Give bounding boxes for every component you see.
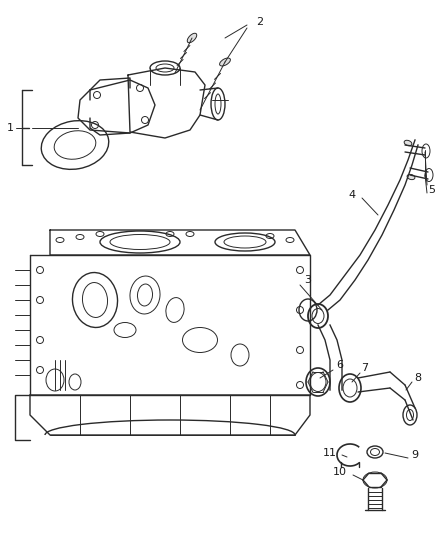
Text: 3: 3 [304,275,311,285]
Ellipse shape [404,140,412,146]
Text: 1: 1 [7,123,14,133]
Text: 11: 11 [323,448,337,458]
Text: 4: 4 [349,190,356,200]
Text: 7: 7 [361,363,368,373]
Text: 9: 9 [411,450,419,460]
Text: 8: 8 [414,373,421,383]
Text: 5: 5 [428,185,435,195]
Text: 10: 10 [333,467,347,477]
Ellipse shape [407,174,415,180]
Text: 6: 6 [336,360,343,370]
Ellipse shape [187,33,197,43]
Ellipse shape [219,58,230,66]
Text: 2: 2 [256,17,264,27]
